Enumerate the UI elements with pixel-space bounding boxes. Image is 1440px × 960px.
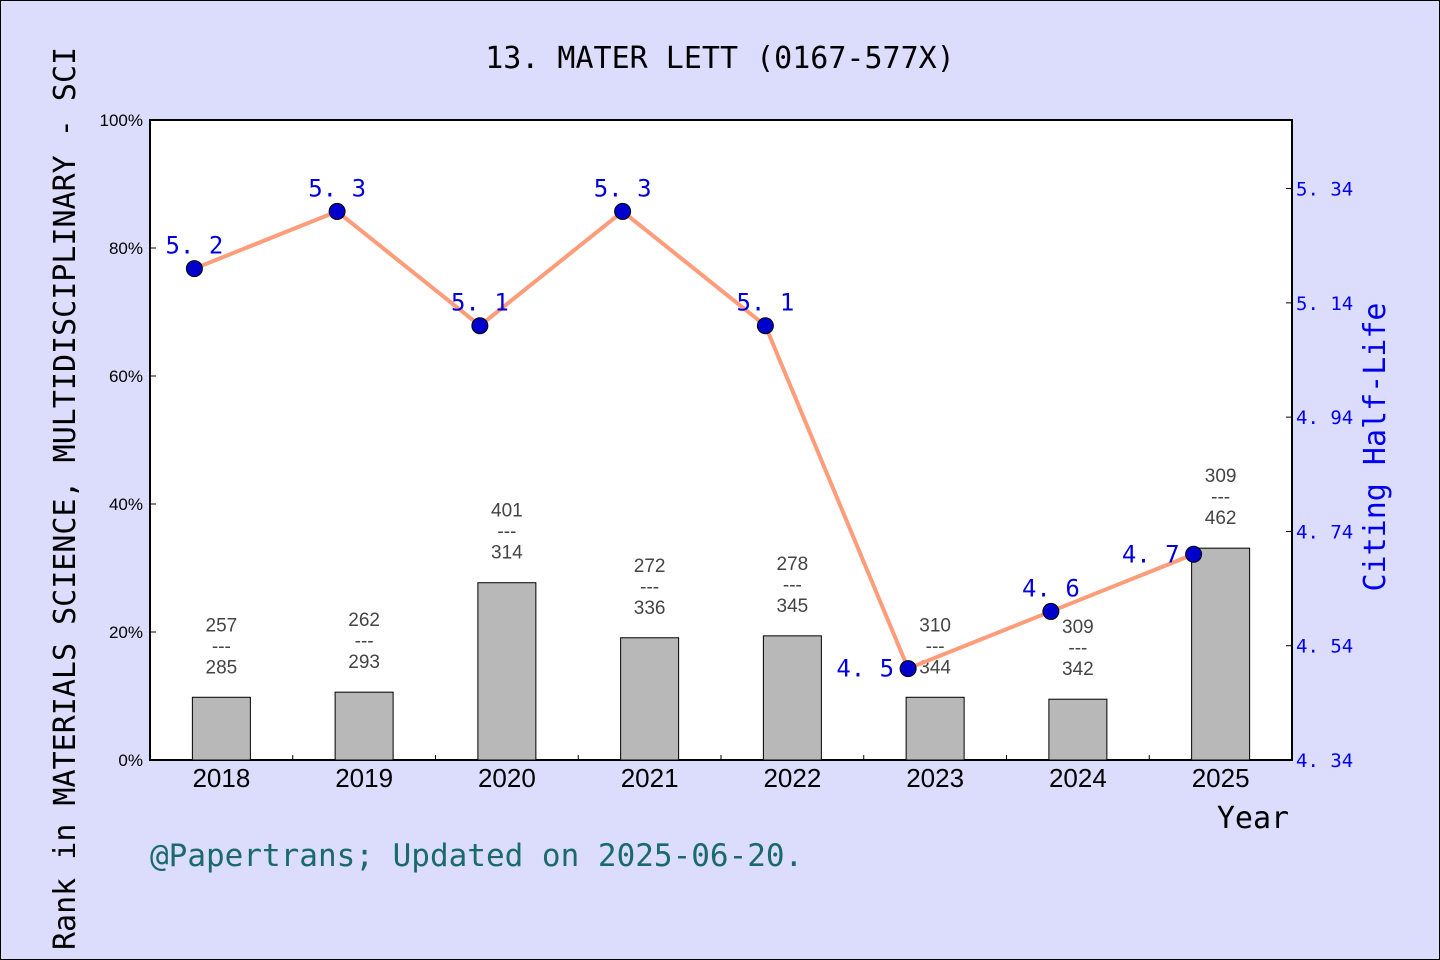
x-tick-2023: 2023 bbox=[906, 763, 964, 793]
y-right-tick: 4. 34 bbox=[1296, 750, 1353, 772]
total-label-2018: 285 bbox=[206, 657, 238, 678]
x-tick-2021: 2021 bbox=[621, 763, 679, 793]
x-tick-2022: 2022 bbox=[763, 763, 821, 793]
half-life-label-2018: 5. 2 bbox=[165, 232, 223, 260]
half-life-label-2021: 5. 3 bbox=[594, 174, 652, 202]
rank-separator-2025: --- bbox=[1211, 487, 1230, 508]
x-tick-2025: 2025 bbox=[1192, 763, 1250, 793]
half-life-point-2022 bbox=[756, 317, 774, 335]
half-life-point-2024 bbox=[1042, 602, 1060, 620]
rank-label-2025: 309 bbox=[1205, 466, 1237, 487]
x-axis-label: Year bbox=[1217, 801, 1289, 836]
half-life-point-2021 bbox=[614, 202, 632, 220]
rank-separator-2019: --- bbox=[355, 631, 374, 652]
x-tick-2018: 2018 bbox=[192, 763, 250, 793]
rank-separator-2024: --- bbox=[1068, 638, 1087, 659]
rank-separator-2023: --- bbox=[926, 636, 945, 657]
half-life-point-2019 bbox=[328, 202, 346, 220]
total-label-2020: 314 bbox=[491, 543, 523, 564]
total-label-2021: 336 bbox=[634, 598, 666, 619]
bar-2025 bbox=[1191, 547, 1251, 761]
x-tick-2019: 2019 bbox=[335, 763, 393, 793]
rank-label-2018: 257 bbox=[206, 615, 238, 636]
bar-2024 bbox=[1048, 698, 1108, 761]
y-right-tick: 4. 74 bbox=[1296, 521, 1353, 543]
rank-separator-2018: --- bbox=[212, 636, 231, 657]
bar-2021 bbox=[620, 637, 680, 761]
rank-separator-2022: --- bbox=[783, 575, 802, 596]
half-life-label-2020: 5. 1 bbox=[451, 289, 509, 317]
y-left-tick: 100% bbox=[100, 111, 143, 130]
rank-label-2019: 262 bbox=[348, 610, 380, 631]
y-axis-right-label: Citing Half-Life bbox=[1358, 303, 1393, 592]
bar-2022 bbox=[762, 635, 822, 761]
rank-label-2020: 401 bbox=[491, 501, 523, 522]
total-label-2022: 345 bbox=[777, 596, 809, 617]
half-life-label-2024: 4. 6 bbox=[1022, 574, 1080, 602]
bar-2020 bbox=[477, 582, 537, 761]
bar-2018 bbox=[191, 696, 251, 761]
x-tick-2024: 2024 bbox=[1049, 763, 1107, 793]
y-left-tick: 40% bbox=[109, 495, 143, 514]
rank-label-2021: 272 bbox=[634, 556, 666, 577]
half-life-point-2020 bbox=[471, 317, 489, 335]
y-axis-left-label: Rank in MATERIALS SCIENCE, MULTIDISCIPLI… bbox=[48, 47, 83, 950]
y-left-tick: 0% bbox=[118, 751, 143, 770]
half-life-label-2025: 4. 7 bbox=[1122, 540, 1180, 568]
half-life-point-2018 bbox=[185, 260, 203, 278]
half-life-label-2019: 5. 3 bbox=[308, 174, 366, 202]
rank-separator-2020: --- bbox=[497, 522, 516, 543]
x-tick-2020: 2020 bbox=[478, 763, 536, 793]
footer-credit: @Papertrans; Updated on 2025-06-20. bbox=[150, 838, 803, 874]
y-left-tick: 20% bbox=[109, 623, 143, 642]
total-label-2024: 342 bbox=[1062, 659, 1094, 680]
y-left-tick: 60% bbox=[109, 367, 143, 386]
half-life-label-2022: 5. 1 bbox=[736, 289, 794, 317]
rank-label-2023: 310 bbox=[919, 615, 951, 636]
rank-label-2022: 278 bbox=[777, 554, 809, 575]
total-label-2025: 462 bbox=[1205, 508, 1237, 529]
y-right-tick: 4. 94 bbox=[1296, 407, 1353, 429]
y-left-tick: 80% bbox=[109, 239, 143, 258]
bar-2023 bbox=[905, 696, 965, 761]
half-life-label-2023: 4. 5 bbox=[836, 655, 894, 683]
y-right-tick: 5. 14 bbox=[1296, 293, 1353, 315]
half-life-point-2025 bbox=[1185, 545, 1203, 563]
rank-separator-2021: --- bbox=[640, 577, 659, 598]
y-right-tick: 4. 54 bbox=[1296, 636, 1353, 658]
half-life-point-2023 bbox=[899, 660, 917, 678]
y-right-tick: 5. 34 bbox=[1296, 179, 1353, 201]
rank-label-2024: 309 bbox=[1062, 617, 1094, 638]
chart-title: 13. MATER LETT (0167-577X) bbox=[485, 41, 955, 76]
bar-2019 bbox=[334, 691, 394, 761]
half-life-line bbox=[193, 208, 1195, 672]
total-label-2019: 293 bbox=[348, 652, 380, 673]
plot-area bbox=[149, 119, 1293, 761]
